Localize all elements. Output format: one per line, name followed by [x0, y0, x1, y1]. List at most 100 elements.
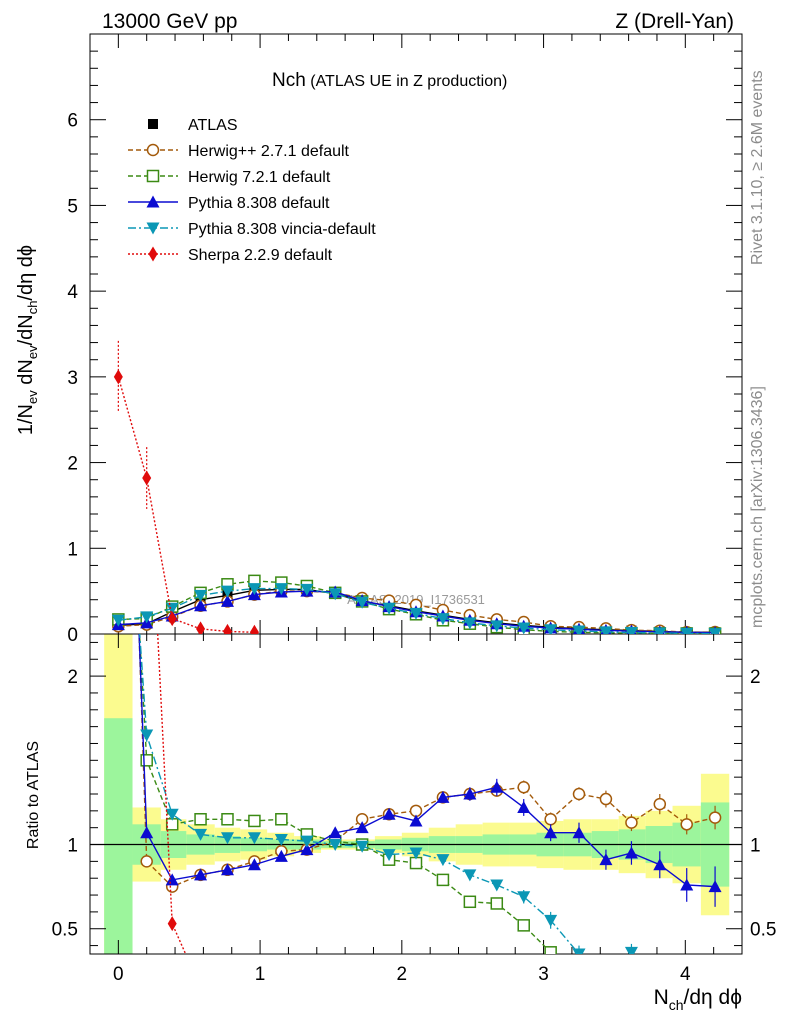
series-4-ratio-point: [328, 839, 342, 852]
series-1-ratio-point: [544, 813, 557, 826]
series-4-main-point: [194, 589, 208, 602]
legend-label-5: Sherpa 2.2.9 default: [188, 247, 333, 264]
legend-marker-4: [146, 222, 160, 235]
y-axis-label-part-0: 1/N: [15, 404, 37, 435]
x-tick-label: 3: [538, 964, 549, 985]
legend-marker-3: [146, 195, 160, 208]
series-4-main-point: [544, 624, 558, 634]
series-3-ratio-point: [274, 849, 288, 862]
series-2-ratio-point: [600, 970, 611, 981]
series-5-main-point: [196, 621, 206, 634]
series-4-ratio-line: [139, 634, 635, 954]
series-4-main-point: [140, 611, 154, 624]
ratio-y-tick-label-right: 2: [750, 667, 761, 688]
series-4-ratio-point: [653, 974, 666, 986]
legend-label-4: Pythia 8.308 vincia-default: [188, 221, 376, 238]
series-3-main-point: [194, 599, 208, 612]
series-4-main-point: [490, 620, 504, 633]
legend-label-1: Herwig++ 2.7.1 default: [188, 143, 350, 160]
series-4-ratio-point: [624, 946, 638, 954]
series-4-ratio-point: [220, 832, 234, 845]
y-tick-label: 4: [67, 282, 78, 303]
series-4-ratio-point: [194, 828, 208, 841]
series-1-ratio-point: [680, 818, 693, 831]
series-1-ratio-point: [517, 781, 530, 794]
series-2-ratio-point: [436, 873, 450, 887]
series-5-ratio-point: [167, 916, 177, 932]
series-5-main-point: [249, 624, 259, 634]
series-3-ratio-point: [436, 790, 450, 803]
series-5-ratio-point: [196, 980, 205, 995]
series-4-ratio-point: [436, 854, 450, 867]
y-tick-label: 1: [67, 539, 78, 560]
series-5-main-line: [117, 376, 255, 633]
series-1-ratio-point: [653, 797, 667, 811]
series-4-main-point: [328, 588, 342, 601]
series-4-main-point: [599, 626, 613, 634]
series-3-ratio-point: [194, 868, 208, 881]
x-tick-label: 2: [397, 964, 408, 985]
series-3-ratio-point: [409, 814, 423, 827]
series-4-main-point: [517, 622, 531, 634]
legend-marker-5: [148, 246, 158, 262]
ratio-plot-frame: [89, 633, 743, 955]
series-3-ratio-point: [463, 787, 477, 800]
series-1-ratio-point: [708, 811, 722, 824]
y-axis-label-part-4: /dN: [15, 314, 37, 345]
series-2-main-line: [118, 580, 716, 634]
series-3-ratio-point: [382, 807, 396, 820]
x-axis-label-part-1: ch: [669, 997, 684, 1013]
y-tick-label: 5: [67, 196, 78, 217]
y-axis-label: 1/Nev dNev/dNch/dη dϕ: [15, 245, 40, 435]
series-4-ratio-point: [517, 891, 531, 904]
series-2-ratio-point: [194, 813, 207, 826]
x-axis-label-part-2: /dη dϕ: [684, 986, 742, 1009]
series-3-ratio-point: [708, 880, 722, 893]
series-4-main-point: [300, 583, 314, 596]
series-2-ratio-point: [517, 919, 530, 932]
chart-title: Nch (ATLAS UE in Z production): [272, 70, 507, 91]
series-4-main-point: [111, 614, 125, 627]
ratio-series-layer: [138, 634, 722, 995]
process-label: Z (Drell-Yan): [615, 10, 734, 33]
series-2-ratio-point: [140, 754, 153, 767]
y-tick-label: 6: [67, 111, 78, 132]
y-tick-label: 2: [67, 454, 78, 475]
energy-label: 13000 GeV pp: [102, 10, 237, 33]
series-4-ratio-point: [140, 729, 154, 742]
mcplots-label: mcplots.cern.ch [arXiv:1306.3436]: [749, 386, 766, 628]
tick-labels: 0 1 2 3 4 0 1 2 3 4 5 6 0.5 0.5 1 1 2 2: [52, 111, 777, 985]
legend-label-3: Pythia 8.308 default: [188, 195, 330, 212]
y-axis-label-part-3: ev: [25, 345, 40, 359]
legend: ATLAS Herwig++ 2.7.1 default Herwig 7.2.1 …: [128, 117, 376, 264]
ratio-y-axis-label: Ratio to ATLAS: [25, 741, 42, 849]
series-4-ratio-point: [355, 840, 369, 853]
series-3-ratio-point: [220, 863, 234, 876]
x-tick-label: 0: [113, 964, 124, 985]
ratio-uncertainty-bands: [104, 634, 730, 954]
y-tick-label: 0: [67, 625, 78, 646]
series-4-ratio-point: [300, 835, 314, 848]
series-5-main-point: [142, 470, 152, 486]
series-4-main-point: [165, 602, 179, 615]
ratio-y-tick-label-right: 1: [750, 836, 761, 857]
series-2-ratio-line: [138, 634, 556, 954]
chart-title-main: Nch: [272, 70, 306, 91]
series-4-ratio-point: [274, 833, 288, 846]
series-2-ratio-point: [275, 813, 288, 826]
series-3-ratio-point: [140, 826, 154, 839]
y-tick-label: 3: [67, 368, 78, 389]
y-axis-label-part-6: /dη dϕ: [15, 245, 37, 301]
legend-marker-2: [146, 169, 160, 183]
series-2-ratio-point: [544, 946, 557, 954]
series-4-ratio-point: [572, 948, 586, 954]
series-3-ratio-point: [624, 846, 638, 859]
series-2-ratio-point: [490, 897, 504, 910]
x-tick-label: 4: [680, 964, 691, 985]
series-1-ratio-point: [625, 816, 638, 829]
series-1-ratio-point: [599, 792, 613, 806]
series-3-ratio-point: [599, 853, 613, 866]
series-4-main-point: [409, 607, 423, 620]
legend-label-2: Herwig 7.2.1 default: [188, 169, 331, 186]
